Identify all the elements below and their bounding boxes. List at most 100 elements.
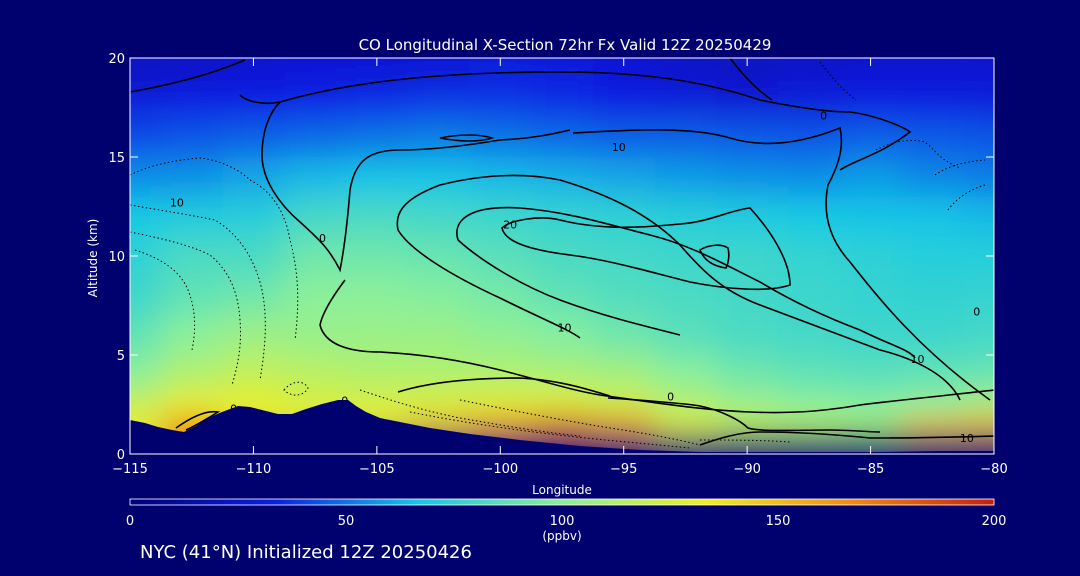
heatmap-cell	[716, 236, 779, 277]
contour-line	[319, 324, 994, 414]
heatmap-cell	[531, 82, 594, 118]
heatmap-cell	[160, 157, 224, 198]
colorbar-tick-label: 0	[126, 514, 134, 529]
heatmap-cell	[963, 117, 994, 158]
heatmap-cell	[531, 275, 594, 316]
terrain-mask	[130, 400, 994, 454]
heatmap-cell	[778, 82, 841, 118]
heatmap-cell	[654, 117, 717, 158]
heatmap-cell	[839, 196, 902, 237]
heatmap-cell	[592, 315, 656, 356]
heatmap-cell	[654, 434, 717, 454]
contour-line	[279, 71, 912, 171]
heatmap-cell	[130, 196, 162, 237]
contour-line	[439, 134, 495, 142]
contour-line	[175, 410, 221, 431]
heatmap-cell	[654, 196, 717, 237]
heatmap-cell	[901, 157, 964, 198]
co-concentration-field	[130, 58, 994, 454]
heatmap-cell	[407, 355, 470, 391]
contour-line	[261, 101, 571, 273]
contour-label: 0	[973, 305, 980, 318]
heatmap-cell	[130, 157, 162, 198]
contour-line	[457, 239, 681, 336]
heatmap-cell	[901, 82, 964, 118]
heatmap-cell	[222, 275, 285, 316]
x-tick-label: −85	[857, 462, 884, 477]
heatmap-cell	[346, 157, 409, 198]
heatmap-cell	[160, 82, 224, 118]
contour-line-negative	[459, 399, 701, 446]
contour-line-negative	[134, 249, 196, 351]
heatmap-cell	[407, 117, 470, 158]
heatmap-cell	[130, 315, 162, 356]
heatmap-cell	[531, 236, 594, 277]
heatmap-cell	[222, 82, 285, 118]
contour-lines: 00000010101010101020	[130, 58, 994, 453]
contour-line-negative	[699, 439, 791, 443]
heatmap-cell	[222, 315, 285, 356]
heatmap-cell	[778, 58, 841, 84]
contour-line	[699, 244, 730, 269]
heatmap-cell	[407, 389, 470, 415]
colorbar-unit-label: (ppbv)	[542, 529, 581, 543]
heatmap-cell	[963, 355, 994, 391]
heatmap-cell	[469, 196, 532, 237]
x-tick-label: −90	[733, 462, 760, 477]
heatmap-cell	[284, 275, 347, 316]
y-tick-label: 15	[108, 151, 125, 166]
heatmap-cell	[963, 236, 994, 277]
contour-label: 0	[667, 391, 674, 404]
chart-title: CO Longitudinal X-Section 72hr Fx Valid …	[359, 36, 772, 54]
axes: CO Longitudinal X-Section 72hr Fx Valid …	[86, 36, 1008, 497]
heatmap-cell	[407, 275, 470, 316]
y-tick-label: 0	[117, 448, 125, 463]
heatmap-cell	[531, 58, 594, 84]
heatmap-cell	[407, 157, 470, 198]
contour-line	[572, 126, 991, 401]
contour-line-negative	[283, 381, 309, 396]
contour-line-negative	[947, 184, 986, 211]
heatmap-cell	[407, 236, 470, 277]
heatmap-cell	[654, 355, 717, 391]
heatmap-cell	[222, 157, 285, 198]
contour-label: 10	[612, 141, 626, 154]
heatmap-cell	[592, 275, 656, 316]
heatmap-cell	[222, 355, 285, 391]
heatmap-cell	[592, 414, 656, 435]
heatmap-cell	[654, 414, 717, 435]
heatmap-cell	[901, 389, 964, 415]
colorbar-tick-label: 100	[550, 514, 575, 529]
contour-label: 10	[910, 353, 924, 366]
heatmap-cell	[130, 82, 162, 118]
heatmap-cell	[130, 58, 162, 84]
heatmap-cell	[963, 82, 994, 118]
heatmap-cell	[284, 117, 347, 158]
heatmap-cell	[592, 157, 656, 198]
heatmap-cell	[160, 389, 224, 415]
heatmap-cell	[716, 355, 779, 391]
heatmap-cell	[839, 236, 902, 277]
heatmap-cell	[469, 82, 532, 118]
x-tick-label: −100	[482, 462, 518, 477]
heatmap-cell	[469, 275, 532, 316]
heatmap-cell	[469, 355, 532, 391]
heatmap-cell	[130, 389, 162, 415]
heatmap-cell	[407, 196, 470, 237]
heatmap-cell	[531, 414, 594, 435]
heatmap-cell	[407, 315, 470, 356]
heatmap-cell	[654, 157, 717, 198]
heatmap-cell	[469, 389, 532, 415]
heatmap-cell	[284, 58, 347, 84]
heatmap-cell	[531, 117, 594, 158]
heatmap-cell	[839, 58, 902, 84]
heatmap-cell	[963, 157, 994, 198]
heatmap-cell	[963, 315, 994, 356]
heatmap-cell	[346, 82, 409, 118]
contour-label: 10	[960, 432, 974, 445]
contour-line	[501, 207, 791, 291]
heatmap-cell	[839, 157, 902, 198]
heatmap-cell	[592, 355, 656, 391]
heatmap-cell	[531, 389, 594, 415]
